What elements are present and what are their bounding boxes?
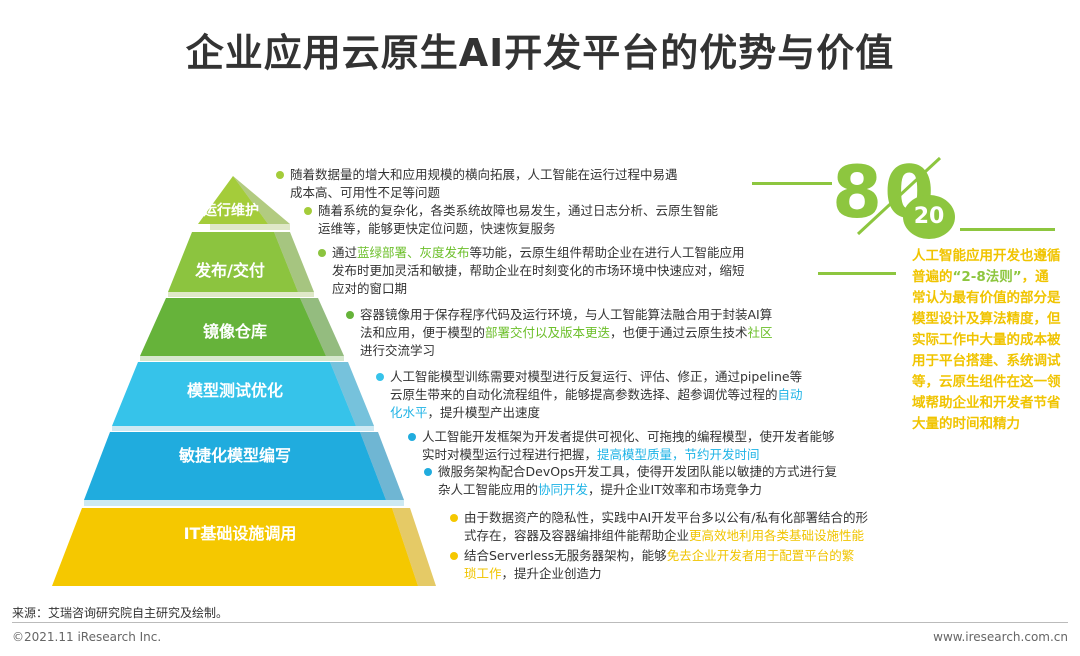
pyramid-tier-1 <box>198 176 268 224</box>
desc-4: 容器镜像用于保存程序代码及运行环境，与人工智能算法融合用于封装AI算 法和应用，… <box>346 306 816 360</box>
divider <box>12 622 1068 623</box>
bullet-dot <box>424 468 432 476</box>
tier-label-3: 镜像仓库 <box>202 322 267 341</box>
bullet-dot <box>408 433 416 441</box>
decor-line <box>752 182 832 185</box>
decor-line <box>818 272 896 275</box>
side-note: 人工智能应用开发也遵循普遍的“2-8法则”，通常认为最有价值的部分是模型设计及算… <box>912 248 1061 432</box>
desc-2: 随着系统的复杂化，各类系统故障也易发生，通过日志分析、云原生智能 运维等，能够更… <box>304 202 764 238</box>
bullet-dot <box>276 171 284 179</box>
ratio-20: 20 <box>903 195 955 239</box>
desc-5: 人工智能模型训练需要对模型进行反复运行、评估、修正，通过pipeline等 云原… <box>376 368 846 422</box>
tier-label-5: 敏捷化模型编写 <box>178 446 291 465</box>
bullet-dot <box>450 514 458 522</box>
tier-label-2: 发布/交付 <box>195 261 265 280</box>
desc-9: 结合Serverless无服务器架构，能够免去企业开发者用于配置平台的繁 琐工作… <box>450 547 910 583</box>
pyramid <box>52 176 436 586</box>
desc-8: 由于数据资产的隐私性，实践中AI开发平台多以公有/私有化部署结合的形 式存在，容… <box>450 509 910 545</box>
pyramid-tier-2 <box>168 232 298 292</box>
bullet-dot <box>450 552 458 560</box>
footer-copyright: ©2021.11 iResearch Inc. <box>12 630 162 644</box>
decor-line <box>960 228 1055 231</box>
pyramid-tier-3 <box>140 298 326 356</box>
desc-7: 微服务架构配合DevOps开发工具，使得开发团队能以敏捷的方式进行复 杂人工智能… <box>424 463 894 499</box>
bullet-dot <box>376 373 384 381</box>
pyramid-tier-5 <box>84 432 386 500</box>
bullet-dot <box>304 207 312 215</box>
page-title: 企业应用云原生AI开发平台的优势与价值 <box>185 31 895 75</box>
tier-label-1: 运行维护 <box>203 203 259 219</box>
desc-6: 人工智能开发框架为开发者提供可视化、可拖拽的编程模型，使开发者能够 实时对模型运… <box>408 428 888 464</box>
footer-url: www.iresearch.com.cn <box>933 630 1068 644</box>
tier-label-4: 模型测试优化 <box>186 381 283 400</box>
desc-1: 随着数据量的增大和应用规模的横向拓展，人工智能在运行过程中易遇 成本高、可用性不… <box>276 166 746 202</box>
bullet-dot <box>318 249 326 257</box>
desc-3: 通过蓝绿部署、灰度发布等功能，云原生组件帮助企业在进行人工智能应用 发布时更加灵… <box>318 244 788 298</box>
source-note: 来源：艾瑞咨询研究院自主研究及绘制。 <box>12 606 229 620</box>
pyramid-tier-6 <box>52 508 418 586</box>
ratio-slash <box>856 156 942 236</box>
tier-label-6: IT基础设施调用 <box>183 524 297 543</box>
bullet-dot <box>346 311 354 319</box>
pyramid-tier-4 <box>112 362 356 426</box>
